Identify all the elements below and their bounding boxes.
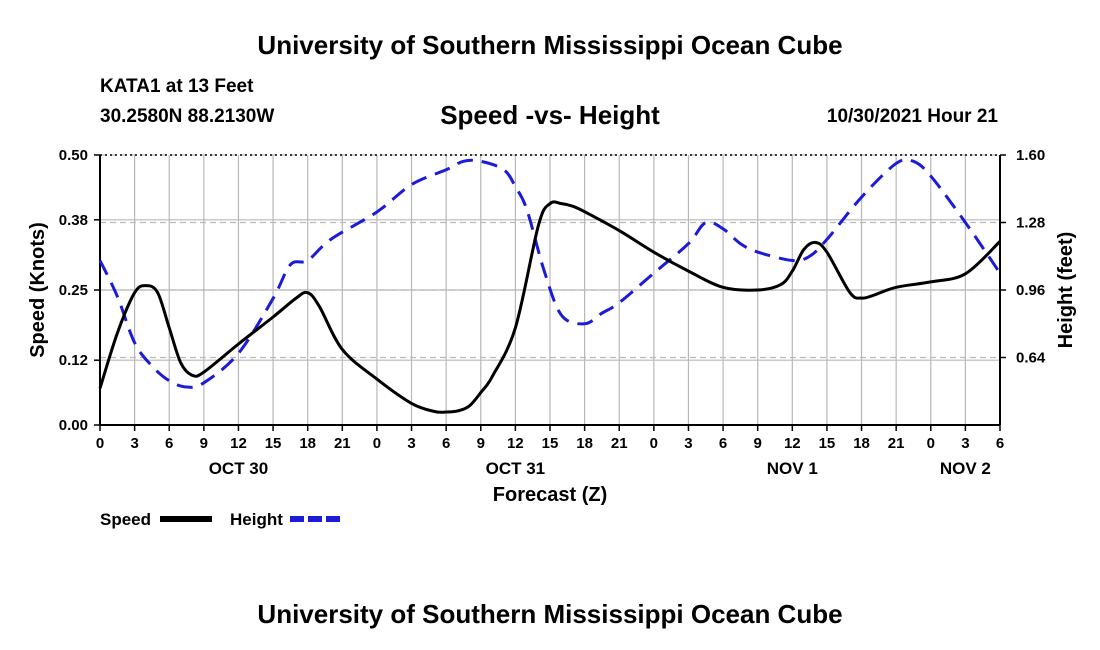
x-tick-label: 21 [334, 435, 351, 452]
y-tick-label-right: 1.60 [1016, 147, 1045, 164]
y-tick-label-left: 0.25 [59, 282, 88, 299]
y-tick-label-right: 1.28 [1016, 215, 1045, 232]
y-tick-label-right: 0.96 [1016, 282, 1045, 299]
y-tick-label-left: 0.12 [59, 352, 88, 369]
x-tick-label: 3 [961, 435, 969, 452]
x-date-label: NOV 1 [767, 459, 818, 478]
x-tick-label: 21 [611, 435, 628, 452]
y-axis-title-left: Speed (Knots) [27, 222, 49, 358]
x-tick-label: 3 [684, 435, 692, 452]
series-line-height [98, 157, 1002, 389]
x-tick-label: 18 [576, 435, 593, 452]
x-tick-label: 12 [784, 435, 801, 452]
y-tick-label-left: 0.38 [59, 212, 88, 229]
x-tick-label: 15 [819, 435, 836, 452]
footer-title: University of Southern Mississippi Ocean… [257, 599, 843, 629]
y-tick-label-left: 0.50 [59, 147, 88, 164]
station-label: KATA1 at 13 Feet [100, 76, 254, 97]
x-tick-label: 6 [719, 435, 727, 452]
x-tick-label: 6 [442, 435, 450, 452]
x-tick-label: 0 [96, 435, 104, 452]
x-tick-label: 18 [853, 435, 870, 452]
x-date-label: OCT 31 [486, 459, 546, 478]
x-tick-label: 15 [265, 435, 282, 452]
x-tick-label: 3 [130, 435, 138, 452]
x-tick-label: 6 [996, 435, 1004, 452]
chart-subtitle: Speed -vs- Height [440, 100, 660, 130]
coordinates-label: 30.2580N 88.2130W [100, 106, 275, 127]
x-tick-label: 0 [650, 435, 658, 452]
legend-label-speed: Speed [100, 510, 151, 529]
x-tick-label: 0 [373, 435, 381, 452]
x-tick-label: 0 [927, 435, 935, 452]
page-title: University of Southern Mississippi Ocean… [257, 30, 843, 60]
x-date-label: NOV 2 [940, 459, 991, 478]
x-tick-label: 12 [230, 435, 247, 452]
y-tick-label-right: 0.64 [1016, 350, 1046, 367]
x-tick-label: 9 [477, 435, 485, 452]
y-tick-label-left: 0.00 [59, 417, 88, 434]
y-axis-title-right: Height (feet) [1055, 232, 1077, 349]
x-tick-label: 18 [299, 435, 316, 452]
series-line-speed [98, 200, 1002, 414]
x-tick-label: 9 [200, 435, 208, 452]
legend-label-height: Height [230, 510, 283, 529]
x-tick-label: 3 [407, 435, 415, 452]
x-tick-label: 12 [507, 435, 524, 452]
x-tick-label: 9 [754, 435, 762, 452]
forecast-datetime: 10/30/2021 Hour 21 [826, 106, 998, 127]
x-axis-title: Forecast (Z) [493, 484, 607, 506]
x-date-label: OCT 30 [209, 459, 269, 478]
x-tick-label: 15 [542, 435, 559, 452]
x-tick-label: 6 [165, 435, 173, 452]
x-tick-label: 21 [888, 435, 905, 452]
